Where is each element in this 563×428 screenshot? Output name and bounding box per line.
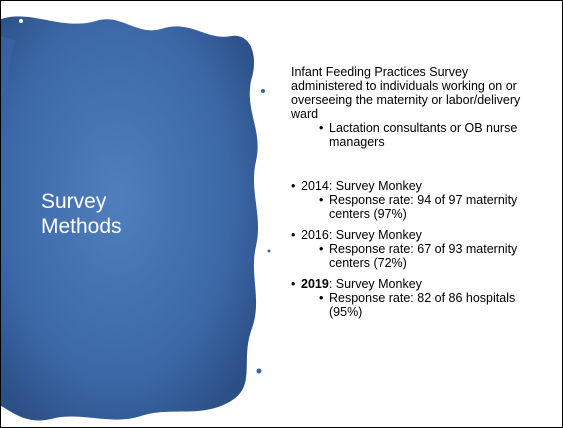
bullet-text: : Survey Monkey	[329, 277, 422, 291]
intro-sub-bullet: Lactation consultants or OB nurse manage…	[319, 121, 536, 149]
bullet-year: 2019	[301, 277, 329, 291]
content: Infant Feeding Practices Survey administ…	[291, 65, 536, 319]
bullet-year: 2016	[301, 228, 329, 242]
intro-text: Infant Feeding Practices Survey administ…	[291, 65, 536, 121]
sub-bullet: Response rate: 82 of 86 hospitals (95%)	[319, 291, 536, 319]
bullet-text: : Survey Monkey	[329, 228, 422, 242]
bullet-year: 2014	[301, 179, 329, 193]
bullet: 2016: Survey Monkey	[291, 228, 536, 242]
bullet-text: : Survey Monkey	[329, 179, 422, 193]
bullet: 2014: Survey Monkey	[291, 179, 536, 193]
sub-bullet: Response rate: 67 of 93 maternity center…	[319, 242, 536, 270]
bullet: 2019: Survey Monkey	[291, 277, 536, 291]
bullet-block: 2019: Survey MonkeyResponse rate: 82 of …	[291, 277, 536, 319]
slide: Survey Methods Infant Feeding Practices …	[0, 0, 563, 428]
bullet-list: 2014: Survey MonkeyResponse rate: 94 of …	[291, 179, 536, 319]
bullet-block: 2014: Survey MonkeyResponse rate: 94 of …	[291, 179, 536, 221]
bullet-block: 2016: Survey MonkeyResponse rate: 67 of …	[291, 228, 536, 270]
slide-title: Survey Methods	[41, 189, 161, 239]
sub-bullet: Response rate: 94 of 97 maternity center…	[319, 193, 536, 221]
